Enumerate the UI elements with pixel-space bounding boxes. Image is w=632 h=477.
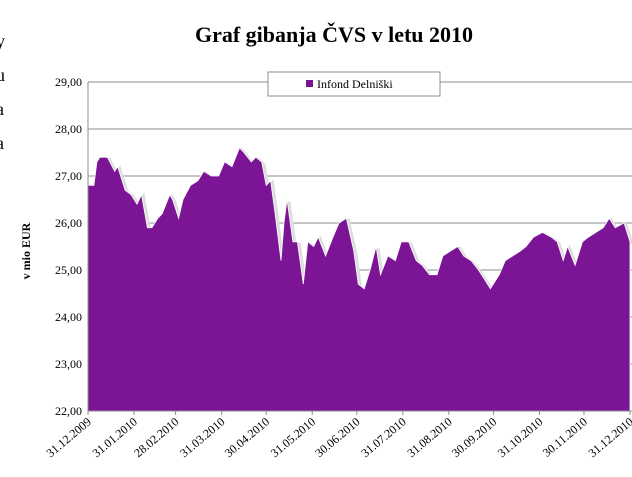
- chart-title: Graf gibanja ČVS v letu 2010: [195, 22, 473, 47]
- x-tick-label: 30.04.2010: [222, 415, 272, 460]
- x-tick-label: 30.09.2010: [449, 415, 499, 460]
- y-axis-label: v mio EUR: [19, 222, 33, 279]
- legend: Infond Delniški: [267, 71, 441, 97]
- y-tick-label: 27,00: [55, 169, 82, 183]
- y-tick-label: 23,00: [55, 357, 82, 371]
- x-tick-label: 31.08.2010: [404, 415, 454, 460]
- margin-fragment: a: [0, 133, 4, 153]
- x-tick-label: 31.03.2010: [177, 415, 227, 460]
- legend-label: Infond Delniški: [317, 77, 393, 91]
- x-tick-label: 28.02.2010: [131, 415, 181, 460]
- y-tick-label: 29,00: [55, 75, 82, 89]
- x-tick-label: 31.12.2009: [44, 415, 94, 460]
- x-tick-label: 31.10.2010: [495, 415, 545, 460]
- area: [87, 147, 631, 412]
- y-tick-label: 26,00: [55, 216, 82, 230]
- margin-fragment: y: [0, 31, 5, 51]
- x-tick-label: 31.07.2010: [358, 415, 408, 460]
- y-tick-label: 24,00: [55, 310, 82, 324]
- x-tick-label: 31.12.2010: [586, 415, 632, 460]
- y-tick-label: 28,00: [55, 122, 82, 136]
- y-tick-label: 22,00: [55, 404, 82, 418]
- x-tick-label: 30.11.2010: [540, 415, 590, 460]
- margin-fragment: u: [0, 65, 5, 85]
- x-tick-label: 31.05.2010: [268, 415, 318, 460]
- x-tick-label: 30.06.2010: [312, 415, 362, 460]
- legend-swatch: [306, 80, 313, 87]
- legend-box: [267, 71, 441, 97]
- margin-fragment: a: [0, 99, 4, 119]
- x-tick-label: 31.01.2010: [90, 415, 140, 460]
- y-tick-label: 25,00: [55, 263, 82, 277]
